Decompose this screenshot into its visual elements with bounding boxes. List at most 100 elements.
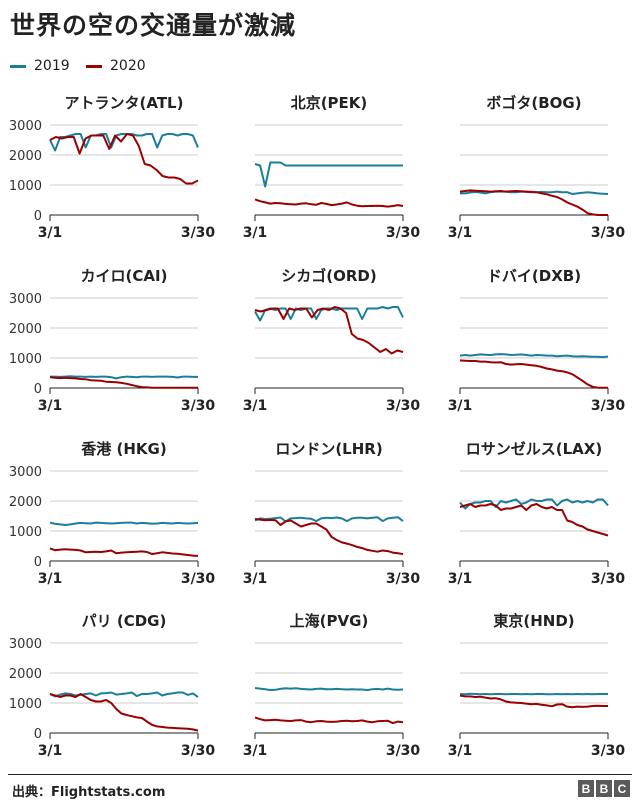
panel: シカゴ(ORD) 3/1 3/30: [243, 267, 421, 414]
panel: パリ (CDG) 0 1000 2000 3000 3/1 3/30: [9, 612, 216, 759]
y-tick-label: 0: [34, 555, 42, 570]
series-line-2019: [459, 353, 609, 359]
x-tick-label: 3/30: [591, 225, 626, 241]
legend-swatch-2020: [86, 64, 102, 68]
series-line-2019: [254, 161, 403, 188]
y-tick-label: 1000: [9, 525, 42, 540]
x-tick-label: 3/30: [181, 225, 216, 241]
series-line-2019: [49, 133, 199, 152]
x-tick-label: 3/1: [448, 225, 473, 241]
y-tick-label: 0: [34, 727, 42, 742]
series-line-2019: [50, 375, 198, 380]
x-tick-label: 3/30: [181, 571, 216, 587]
x-tick-label: 3/1: [243, 743, 268, 759]
series-line-2020: [49, 547, 199, 557]
x-tick-label: 3/30: [591, 743, 626, 759]
series-line-2020: [459, 189, 608, 216]
x-tick-label: 3/30: [386, 571, 421, 587]
panel-title: カイロ(CAI): [81, 267, 168, 285]
y-tick-label: 1000: [9, 179, 42, 194]
x-tick-label: 3/1: [38, 571, 63, 587]
series-line-2020: [459, 359, 608, 389]
series-line-2019: [254, 687, 404, 692]
y-tick-label: 3000: [9, 119, 42, 134]
bbc-logo: B B C: [578, 780, 630, 797]
series-line-2019: [254, 306, 404, 322]
x-tick-label: 3/1: [243, 398, 268, 414]
panel: ロンドン(LHR) 3/1 3/30: [243, 440, 421, 587]
panel: 香港 (HKG) 0 1000 2000 3000 3/1 3/30: [9, 440, 216, 587]
y-tick-label: 3000: [9, 637, 42, 652]
panel-title: 北京(PEK): [291, 94, 368, 112]
legend-label-2019: 2019: [34, 58, 70, 74]
series-line-2020: [49, 133, 199, 185]
x-tick-label: 3/30: [386, 225, 421, 241]
x-tick-label: 3/30: [591, 398, 626, 414]
x-tick-label: 3/1: [243, 225, 268, 241]
y-tick-label: 1000: [9, 697, 42, 712]
legend-swatch-2019: [10, 64, 26, 68]
small-multiples-charts: アトランタ(ATL) 0 1000 2000 3000 3/1 3/30 北京(PEK) 3/1…: [9, 94, 626, 759]
panel: ドバイ(DXB) 3/1 3/30: [448, 267, 626, 414]
series-line-2020: [459, 503, 609, 537]
y-tick-label: 3000: [9, 292, 42, 307]
series-line-2019: [49, 521, 199, 526]
series-line-2019: [459, 692, 608, 696]
panel: カイロ(CAI) 0 1000 2000 3000 3/1 3/30: [9, 267, 216, 414]
x-tick-label: 3/1: [448, 398, 473, 414]
legend-label-2020: 2020: [110, 58, 146, 74]
x-tick-label: 3/1: [448, 571, 473, 587]
bbc-logo-letter: C: [614, 780, 630, 797]
series-line-2020: [459, 694, 608, 709]
panel-title: シカゴ(ORD): [281, 267, 376, 285]
x-tick-label: 3/30: [386, 743, 421, 759]
panel-title: ボゴタ(BOG): [486, 94, 581, 112]
x-tick-label: 3/30: [386, 398, 421, 414]
y-tick-label: 2000: [9, 149, 42, 164]
panel-title: 香港 (HKG): [81, 440, 166, 458]
footer-divider: [8, 774, 632, 775]
panel-title: ロサンゼルス(LAX): [466, 440, 602, 458]
series-line-2019: [459, 498, 609, 510]
series-line-2020: [49, 376, 198, 389]
y-tick-label: 2000: [9, 495, 42, 510]
y-tick-label: 0: [34, 209, 42, 224]
legend-item-2019: 2019: [10, 58, 70, 74]
x-tick-label: 3/1: [38, 743, 63, 759]
x-tick-label: 3/1: [243, 571, 268, 587]
series-line-2020: [254, 716, 404, 725]
y-tick-label: 2000: [9, 667, 42, 682]
panel: ボゴタ(BOG) 3/1 3/30: [448, 94, 626, 241]
series-line-2020: [49, 693, 199, 732]
panel-title: パリ (CDG): [82, 612, 167, 630]
bbc-logo-letter: B: [578, 780, 594, 797]
legend-item-2020: 2020: [86, 58, 146, 74]
y-tick-label: 2000: [9, 322, 42, 337]
series-line-2019: [49, 691, 199, 698]
panel: アトランタ(ATL) 0 1000 2000 3000 3/1 3/30: [9, 94, 216, 241]
panel: 北京(PEK) 3/1 3/30: [243, 94, 421, 241]
x-tick-label: 3/30: [591, 571, 626, 587]
panel-title: ロンドン(LHR): [275, 440, 382, 458]
panel: 東京(HND) 3/1 3/30: [448, 612, 626, 759]
x-tick-label: 3/1: [448, 743, 473, 759]
x-tick-label: 3/30: [181, 743, 216, 759]
panel-title: 東京(HND): [493, 612, 574, 630]
chart-title: 世界の空の交通量が激減: [10, 11, 297, 40]
panel: ロサンゼルス(LAX) 3/1 3/30: [448, 440, 626, 587]
series-line-2020: [254, 306, 404, 355]
panel-title: 上海(PVG): [290, 612, 369, 630]
y-tick-label: 1000: [9, 352, 42, 367]
bbc-logo-letter: B: [596, 780, 612, 797]
source-note: 出典：Flightstats.com: [12, 785, 166, 800]
x-tick-label: 3/30: [181, 398, 216, 414]
series-line-2019: [254, 516, 404, 523]
series-line-2020: [254, 198, 404, 208]
panel-title: ドバイ(DXB): [487, 267, 581, 285]
y-tick-label: 3000: [9, 465, 42, 480]
panel-title: アトランタ(ATL): [65, 94, 184, 112]
x-tick-label: 3/1: [38, 398, 63, 414]
y-tick-label: 0: [34, 382, 42, 397]
series-line-2020: [254, 518, 404, 556]
panel: 上海(PVG) 3/1 3/30: [243, 612, 421, 759]
